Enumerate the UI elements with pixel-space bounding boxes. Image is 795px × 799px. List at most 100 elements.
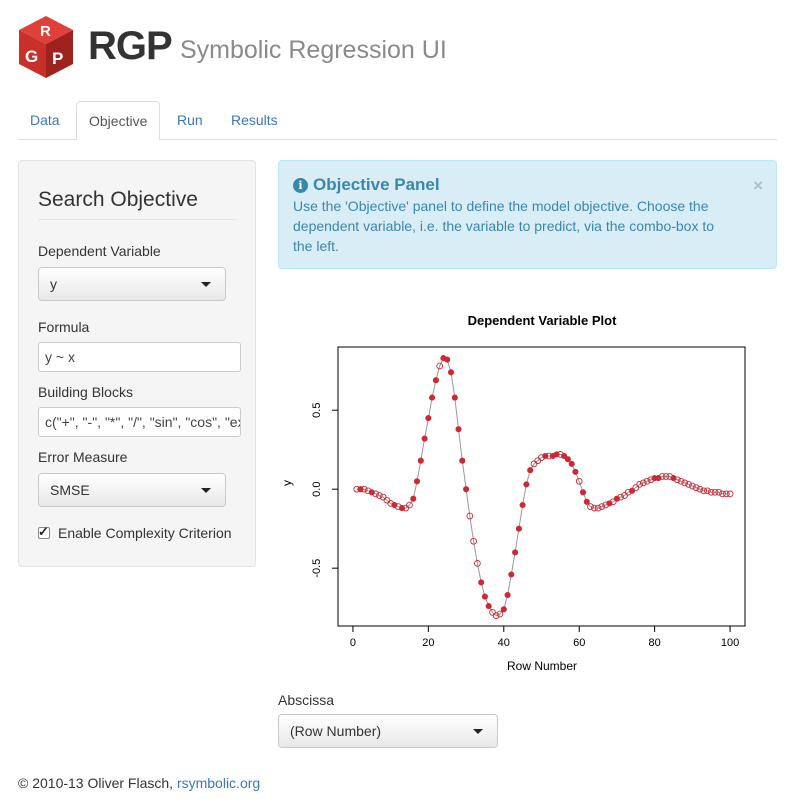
alert-message: Use the 'Objective' panel to define the …	[293, 198, 715, 254]
footer: © 2010-13 Oliver Flasch, rsymbolic.org	[18, 775, 260, 791]
x-tick-label: 100	[721, 637, 739, 649]
chart-title: Dependent Variable Plot	[468, 313, 617, 328]
data-point	[406, 501, 413, 509]
abscissa-select[interactable]: (Row Number)	[278, 714, 498, 748]
tab-objective[interactable]: Objective	[76, 101, 161, 140]
data-point	[481, 593, 488, 600]
data-point	[715, 488, 723, 496]
tab-results[interactable]: Results	[231, 112, 278, 128]
data-point	[474, 560, 481, 567]
tab-data[interactable]: Data	[30, 112, 60, 128]
rsymbolic-link[interactable]: rsymbolic.org	[176, 775, 261, 791]
dependent-variable-label: Dependent Variable	[38, 243, 161, 259]
data-point	[500, 606, 507, 613]
error-measure-value: SMSE	[50, 482, 90, 498]
app-subtitle: Symbolic Regression UI	[180, 36, 447, 64]
data-point	[568, 460, 575, 467]
data-point	[719, 490, 726, 498]
data-point	[579, 489, 587, 496]
data-point	[617, 493, 625, 501]
y-tick-label: -0.5	[311, 559, 323, 578]
y-axis-label: y	[280, 480, 294, 486]
data-point	[360, 485, 368, 493]
dependent-variable-select[interactable]: y	[38, 267, 226, 301]
x-tick-label: 20	[422, 637, 434, 649]
data-point	[485, 603, 492, 610]
data-point	[459, 457, 466, 464]
plot-frame	[337, 346, 746, 627]
error-measure-select[interactable]: SMSE	[38, 473, 226, 507]
caret-down-icon	[201, 488, 211, 493]
data-point	[685, 481, 692, 488]
data-point	[455, 426, 462, 433]
data-point	[425, 415, 432, 422]
x-axis-label: Row Number	[507, 659, 577, 673]
data-point	[436, 362, 444, 370]
data-point	[463, 486, 470, 493]
data-point	[372, 490, 379, 498]
data-point	[508, 571, 515, 578]
error-measure-label: Error Measure	[38, 449, 128, 465]
close-icon[interactable]: ×	[753, 176, 763, 195]
formula-input[interactable]: y ~ x	[38, 342, 241, 372]
data-point	[470, 537, 477, 545]
data-point	[726, 490, 734, 498]
divider	[38, 219, 236, 220]
copyright-text: © 2010-13 Oliver Flasch,	[18, 775, 174, 791]
data-point	[492, 612, 500, 619]
abscissa-label: Abscissa	[278, 692, 335, 708]
data-point	[704, 487, 711, 495]
data-point	[523, 481, 530, 488]
data-point	[658, 473, 666, 480]
data-point	[561, 452, 568, 460]
series-line	[356, 357, 731, 617]
data-point	[590, 504, 598, 512]
data-point	[451, 394, 458, 401]
data-point	[575, 477, 583, 485]
building-blocks-label: Building Blocks	[38, 384, 133, 400]
data-point	[429, 394, 436, 401]
data-point	[587, 503, 594, 510]
x-tick-label: 80	[649, 637, 661, 649]
data-point	[564, 456, 571, 463]
data-point	[696, 485, 704, 493]
data-point	[598, 503, 606, 510]
data-point	[681, 479, 689, 487]
data-point	[375, 492, 383, 499]
data-point	[643, 477, 651, 485]
tab-run[interactable]: Run	[177, 112, 203, 128]
data-point	[711, 488, 719, 496]
data-point	[444, 356, 451, 363]
building-blocks-input[interactable]: c("+", "-", "*", "/", "sin", "cos", "exp…	[38, 407, 241, 437]
data-point	[527, 467, 534, 474]
data-point	[583, 498, 590, 505]
data-point	[432, 377, 439, 384]
caret-down-icon	[473, 729, 483, 734]
data-point	[639, 479, 647, 487]
y-tick-label: 0.5	[311, 403, 323, 418]
data-point	[628, 487, 636, 494]
data-point	[466, 512, 474, 520]
data-point	[673, 476, 681, 484]
data-point	[689, 482, 696, 490]
objective-info-alert: i Objective Panel Use the 'Objective' pa…	[278, 160, 777, 269]
x-tick-label: 0	[350, 637, 356, 649]
data-point	[636, 481, 643, 488]
data-point	[692, 484, 700, 491]
data-point	[707, 488, 715, 496]
formula-label: Formula	[38, 319, 90, 335]
data-point	[410, 495, 417, 502]
x-tick-label: 40	[498, 637, 510, 649]
data-points	[353, 355, 734, 619]
info-circle-icon: i	[293, 178, 308, 193]
complexity-criterion-checkbox[interactable]: ✓	[38, 524, 50, 539]
data-point	[413, 478, 421, 485]
data-point	[512, 549, 519, 556]
complexity-criterion-label: Enable Complexity Criterion	[58, 525, 232, 541]
abscissa-value: (Row Number)	[290, 723, 382, 739]
search-objective-panel: Search Objective Dependent Variable y Fo…	[18, 160, 256, 567]
data-point	[417, 457, 424, 464]
axes: 0 20 40 60 80 100 -0.5 0.0 0.5	[311, 403, 739, 649]
tab-bar: Data Objective Run Results	[18, 101, 777, 140]
alert-title: Objective Panel	[313, 175, 440, 194]
